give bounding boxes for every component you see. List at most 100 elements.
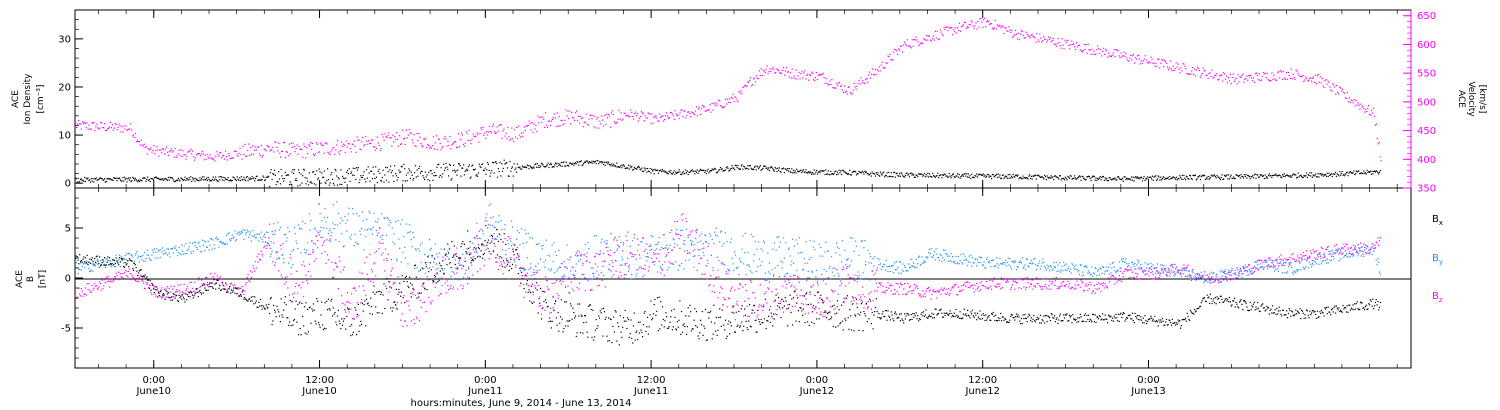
bz-series-point: [1369, 249, 1371, 251]
bz-series-point: [118, 271, 120, 273]
density-series-point: [986, 173, 989, 176]
velocity-series-point: [1305, 76, 1307, 78]
density-series-point: [1344, 175, 1346, 177]
bz-series-point: [978, 290, 980, 292]
density-series-point: [225, 178, 228, 180]
bz-series-point: [1012, 280, 1014, 282]
bz-series-point: [862, 293, 864, 296]
bz-series-point: [582, 262, 584, 264]
density-series-point: [1376, 170, 1378, 173]
density-series-point: [1005, 175, 1007, 177]
density-series-point: [1173, 177, 1175, 179]
density-series-point: [769, 167, 771, 169]
density-series-point: [508, 175, 510, 177]
velocity-series-point: [754, 81, 757, 83]
velocity-series-point: [598, 127, 600, 129]
velocity-series-point: [967, 26, 969, 28]
by-series-point: [316, 230, 318, 232]
density-series-point: [318, 168, 320, 170]
density-series-point: [1230, 174, 1232, 176]
velocity-series-point: [557, 125, 559, 127]
velocity-series-point: [479, 132, 481, 134]
bz-series-point: [497, 268, 499, 271]
velocity-series-point: [1327, 80, 1329, 82]
by-series-point: [292, 264, 294, 266]
bz-series-point: [411, 291, 413, 293]
by-series-point: [337, 212, 339, 214]
velocity-series-point: [866, 78, 868, 80]
bz-series-point: [337, 288, 339, 290]
bz-series-point: [554, 282, 556, 284]
bz-series-point: [1078, 284, 1080, 286]
velocity-series-point: [1022, 34, 1024, 36]
velocity-series-point: [80, 128, 82, 130]
velocity-series-point: [1227, 77, 1229, 79]
density-series-point: [815, 171, 817, 173]
density-series-point: [1018, 178, 1020, 180]
bz-series-point: [945, 288, 947, 291]
velocity-series-point: [1014, 34, 1016, 36]
velocity-series-point: [216, 151, 218, 153]
by-series-point: [154, 257, 156, 259]
bz-series-point: [962, 284, 964, 286]
bz-series-point: [841, 268, 843, 270]
bz-series-point: [848, 282, 850, 284]
density-series-point: [405, 174, 407, 176]
density-series-point: [1346, 171, 1348, 173]
by-series-point: [130, 254, 132, 257]
velocity-series-point: [696, 115, 699, 117]
velocity-series-point: [871, 68, 874, 70]
density-series-point: [659, 170, 661, 172]
velocity-series-point: [895, 49, 897, 51]
density-series-point: [1253, 174, 1255, 176]
by-series-point: [424, 272, 426, 274]
bz-series-point: [350, 308, 352, 310]
by-series-point: [326, 227, 328, 229]
bz-series-point: [1143, 270, 1145, 272]
by-series-point: [203, 240, 205, 242]
velocity-series-point: [1123, 51, 1125, 53]
bz-series-point: [900, 284, 902, 286]
density-series-point: [601, 162, 603, 164]
density-series-point: [1151, 178, 1153, 180]
velocity-series-point: [1070, 44, 1072, 46]
velocity-series-point: [1087, 43, 1089, 45]
bz-series-point: [1351, 252, 1353, 254]
by-series-point: [395, 258, 397, 260]
bz-series-point: [110, 281, 112, 283]
density-series-point: [814, 173, 816, 175]
velocity-series-point: [371, 139, 374, 141]
density-series-point: [104, 181, 106, 183]
density-series-point: [1233, 178, 1236, 180]
velocity-series-point: [1223, 73, 1226, 75]
density-series-point: [249, 177, 252, 179]
density-series-point: [337, 177, 339, 179]
bz-series-point: [315, 258, 317, 260]
velocity-series-point: [672, 115, 674, 117]
velocity-series-point: [223, 158, 226, 160]
density-series-point: [530, 166, 532, 168]
velocity-series-point: [925, 39, 927, 41]
by-series-point: [390, 222, 392, 224]
bz-series-point: [782, 311, 785, 313]
bz-series-point: [889, 285, 891, 287]
velocity-series-point: [518, 134, 521, 136]
bz-series-point: [177, 290, 179, 293]
bz-series-point: [555, 280, 557, 282]
density-series-point: [145, 180, 147, 182]
velocity-series-point: [426, 147, 428, 149]
density-series-point: [1082, 176, 1084, 178]
density-series-point: [1325, 174, 1327, 176]
velocity-series-point: [952, 34, 954, 36]
density-series-point: [816, 169, 818, 172]
bz-series-point: [79, 293, 81, 295]
bz-series-point: [364, 262, 366, 264]
bz-series-point: [981, 285, 984, 287]
bz-series-point: [272, 261, 274, 263]
density-series-point: [579, 161, 581, 163]
density-series-point: [837, 173, 839, 175]
bz-series-point: [143, 287, 145, 289]
bz-series-point: [187, 291, 189, 293]
bz-series-point: [713, 285, 715, 287]
bz-series-point: [448, 289, 450, 291]
